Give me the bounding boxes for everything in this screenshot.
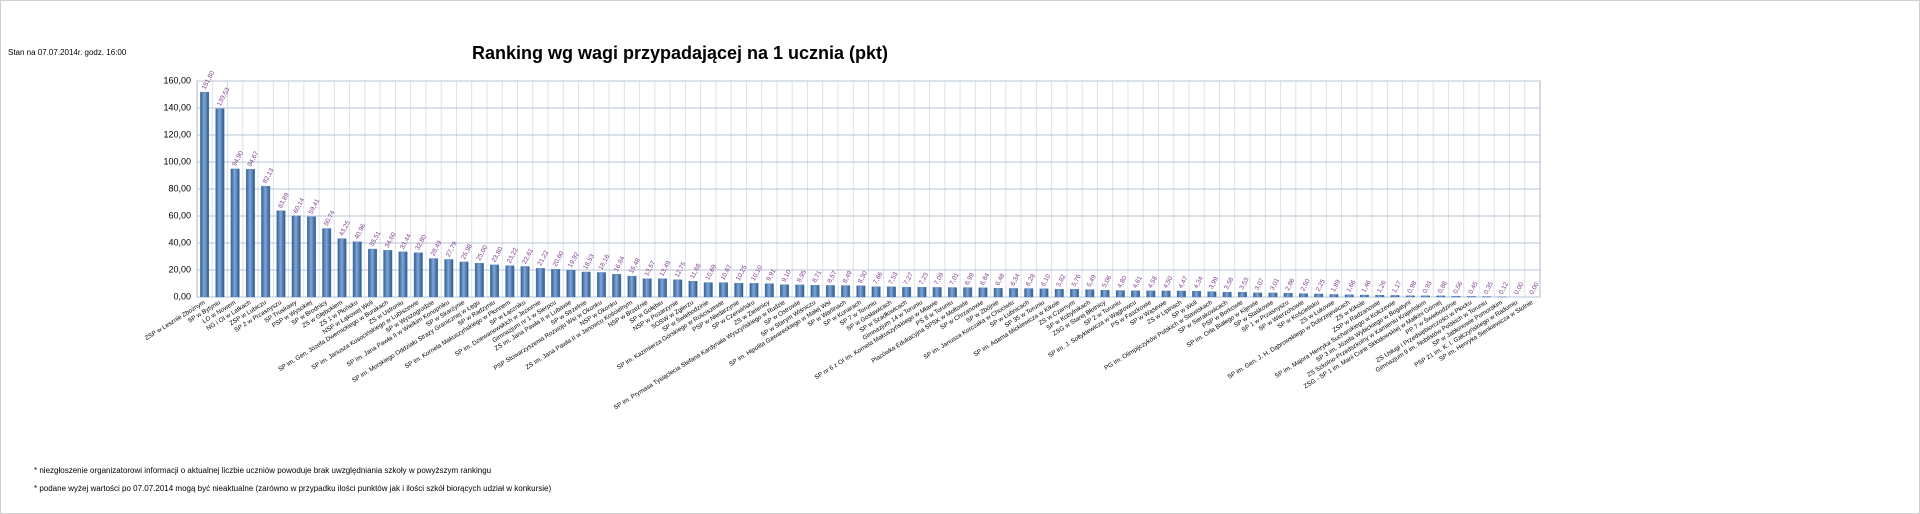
y-tick-label: 20,00 bbox=[168, 264, 191, 274]
bar bbox=[688, 281, 698, 298]
bar bbox=[474, 263, 484, 298]
bar bbox=[703, 282, 713, 298]
bar bbox=[200, 91, 210, 298]
bar bbox=[322, 228, 332, 298]
y-tick-label: 80,00 bbox=[168, 183, 191, 193]
bar bbox=[1131, 290, 1141, 298]
bar bbox=[398, 251, 408, 298]
bar bbox=[1436, 295, 1446, 298]
bar bbox=[1192, 290, 1202, 298]
bar bbox=[780, 284, 790, 298]
bar bbox=[1375, 295, 1385, 298]
bar bbox=[947, 287, 957, 298]
bar bbox=[673, 279, 683, 298]
bar bbox=[1268, 292, 1278, 298]
bar bbox=[276, 210, 286, 298]
bar bbox=[1176, 290, 1186, 298]
bar bbox=[1146, 290, 1156, 298]
bar bbox=[1390, 295, 1400, 298]
y-tick-label: 160,00 bbox=[163, 75, 191, 85]
bar bbox=[764, 283, 774, 298]
bar bbox=[886, 286, 896, 298]
bar bbox=[1222, 291, 1232, 298]
bar bbox=[1054, 288, 1064, 298]
y-tick-label: 100,00 bbox=[163, 156, 191, 166]
bar bbox=[963, 287, 973, 298]
bar bbox=[383, 250, 393, 298]
bar bbox=[1100, 289, 1110, 298]
bar bbox=[596, 272, 606, 298]
bar bbox=[1207, 291, 1217, 298]
bar bbox=[1405, 295, 1415, 298]
bar bbox=[825, 285, 835, 298]
bar bbox=[1314, 293, 1324, 298]
bar bbox=[444, 259, 454, 298]
bar bbox=[1466, 296, 1476, 298]
y-tick-label: 60,00 bbox=[168, 210, 191, 220]
bar bbox=[230, 168, 240, 298]
bar bbox=[1009, 288, 1018, 298]
footnote: * podane wyżej wartości po 07.07.2014 mo… bbox=[34, 484, 551, 493]
bar bbox=[413, 252, 423, 298]
bar bbox=[856, 285, 866, 298]
bar bbox=[337, 238, 347, 298]
bar bbox=[871, 286, 881, 298]
bar bbox=[1237, 292, 1247, 298]
bar bbox=[841, 285, 851, 298]
bar bbox=[1329, 294, 1339, 298]
bar bbox=[734, 282, 744, 298]
bar bbox=[917, 287, 927, 298]
bar bbox=[749, 283, 759, 298]
bar bbox=[505, 265, 515, 298]
bar bbox=[459, 261, 469, 298]
bar bbox=[1421, 295, 1431, 298]
bar bbox=[306, 216, 316, 298]
bar bbox=[1085, 289, 1095, 298]
bar bbox=[1024, 288, 1034, 298]
y-tick-label: 0,00 bbox=[173, 291, 191, 301]
bar bbox=[1283, 292, 1293, 298]
y-tick-label: 140,00 bbox=[163, 102, 191, 112]
bar bbox=[1161, 290, 1171, 298]
y-tick-label: 120,00 bbox=[163, 129, 191, 139]
bar bbox=[551, 268, 561, 298]
bar bbox=[1344, 294, 1354, 298]
bar bbox=[1451, 296, 1461, 298]
bar bbox=[1360, 294, 1369, 298]
bar bbox=[810, 285, 820, 298]
bar bbox=[657, 278, 667, 298]
chart-title: Ranking wg wagi przypadającej na 1 uczni… bbox=[472, 43, 888, 63]
bar bbox=[520, 266, 530, 298]
bar bbox=[642, 278, 652, 298]
bar bbox=[627, 275, 637, 298]
bar bbox=[581, 271, 591, 298]
bar bbox=[490, 264, 500, 298]
bar bbox=[566, 269, 576, 298]
bar bbox=[719, 282, 728, 298]
bar bbox=[535, 268, 545, 298]
footnote: * niezgłoszenie organizatorowi informacj… bbox=[34, 466, 491, 475]
y-tick-label: 40,00 bbox=[168, 237, 191, 247]
bar bbox=[352, 241, 362, 298]
bar bbox=[932, 287, 942, 298]
bar bbox=[1115, 290, 1125, 298]
bar bbox=[1298, 293, 1308, 298]
bar bbox=[261, 185, 271, 298]
bar bbox=[215, 108, 225, 298]
bar bbox=[291, 215, 301, 298]
bar bbox=[795, 284, 805, 298]
bar bbox=[612, 274, 622, 298]
bar bbox=[1253, 292, 1263, 298]
bar bbox=[902, 286, 912, 298]
bar bbox=[993, 288, 1003, 298]
bar bbox=[245, 168, 255, 298]
bar bbox=[1039, 288, 1049, 298]
bar bbox=[1070, 289, 1080, 298]
bar bbox=[978, 287, 988, 298]
timestamp: Stan na 07.07.2014r. godz. 16:00 bbox=[8, 48, 127, 57]
bar bbox=[429, 258, 439, 298]
bar bbox=[368, 248, 377, 298]
